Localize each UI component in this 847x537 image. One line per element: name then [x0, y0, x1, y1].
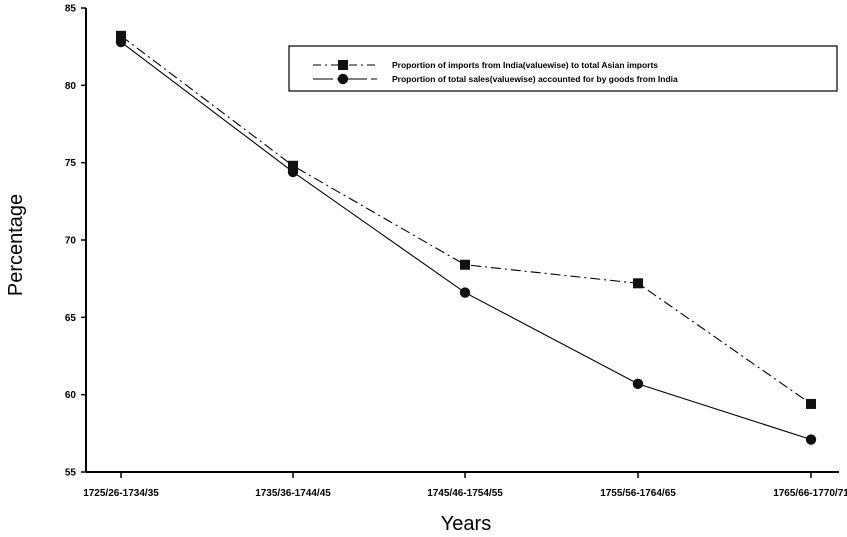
x-tick-label: 1765/66-1770/71	[773, 488, 847, 499]
legend-label-2: Proportion of total sales(valuewise) acc…	[392, 74, 678, 84]
y-tick-label: 60	[65, 390, 77, 401]
y-tick-label: 85	[65, 4, 77, 15]
series-2	[115, 36, 817, 445]
legend-label-1: Proportion of imports from India(valuewi…	[392, 60, 658, 70]
series-2-point	[632, 378, 644, 390]
y-tick-label: 80	[65, 81, 77, 92]
series-1-point	[633, 278, 643, 289]
legend-marker-1	[338, 60, 348, 70]
y-tick-label: 75	[65, 158, 77, 169]
series-1-point	[806, 398, 816, 409]
x-tick-label: 1735/36-1744/45	[255, 488, 331, 499]
y-tick-label: 70	[65, 236, 77, 247]
series-2-line	[120, 41, 812, 441]
y-tick-label: 55	[65, 468, 77, 479]
legend-marker-2	[337, 73, 349, 85]
series-1-point	[116, 30, 126, 41]
y-tick-label: 65	[65, 313, 77, 324]
x-tick-label: 1725/26-1734/35	[83, 488, 159, 499]
series-2-point	[287, 166, 299, 178]
legend-box	[288, 45, 838, 92]
series-1	[116, 30, 816, 409]
series-layer	[115, 30, 817, 445]
series-1-point	[288, 160, 298, 171]
series-2-point	[459, 287, 471, 298]
x-tick-label: 1745/46-1754/55	[427, 488, 503, 499]
series-2-point	[805, 434, 817, 445]
legend: Proportion of imports from India(valuewi…	[288, 45, 838, 92]
axes: 55 60 65 70 75 80 85 1725/26-1734/35 1735/36-174…	[65, 4, 847, 500]
x-axis-title: Years	[441, 513, 491, 535]
x-tick-label: 1755/56-1764/65	[600, 488, 676, 499]
y-axis-title: Percentage	[5, 194, 27, 296]
series-2-point	[115, 36, 127, 48]
series-1-point	[460, 259, 470, 270]
